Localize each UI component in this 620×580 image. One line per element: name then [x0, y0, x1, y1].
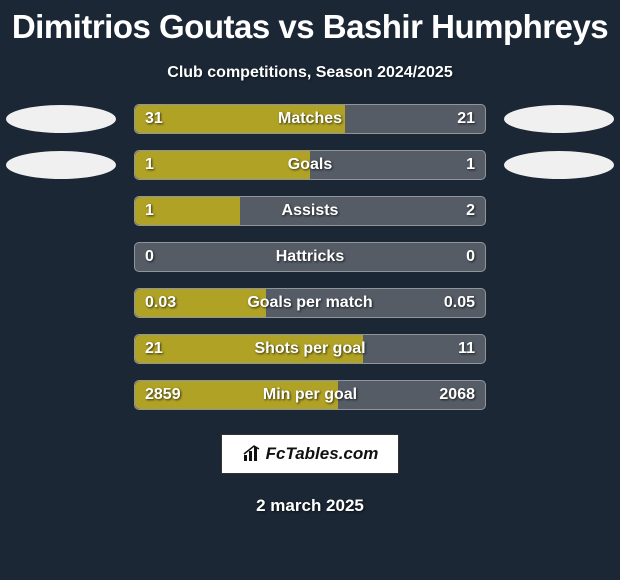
- stat-row: 2859Min per goal2068: [6, 378, 614, 412]
- stat-label: Shots per goal: [135, 335, 485, 363]
- stat-value-right: 1: [466, 151, 475, 179]
- subtitle: Club competitions, Season 2024/2025: [6, 64, 614, 82]
- player-photo-right: [504, 105, 614, 133]
- stat-bar: 0Hattricks0: [134, 242, 486, 272]
- stat-row: 1Goals1: [6, 148, 614, 182]
- stat-bar: 2859Min per goal2068: [134, 380, 486, 410]
- stat-row: 0Hattricks0: [6, 240, 614, 274]
- stat-value-right: 2: [466, 197, 475, 225]
- stat-value-right: 21: [457, 105, 475, 133]
- stat-label: Assists: [135, 197, 485, 225]
- stat-value-right: 11: [458, 335, 475, 363]
- logo-text: FcTables.com: [266, 444, 379, 464]
- stat-label: Goals: [135, 151, 485, 179]
- stat-label: Hattricks: [135, 243, 485, 271]
- chart-icon: [242, 445, 262, 463]
- stat-value-right: 0.05: [444, 289, 475, 317]
- stat-row: 1Assists2: [6, 194, 614, 228]
- player-photo-left: [6, 105, 116, 133]
- date-text: 2 march 2025: [6, 496, 614, 516]
- stat-bar: 31Matches21: [134, 104, 486, 134]
- stat-value-right: 0: [466, 243, 475, 271]
- stat-bar: 0.03Goals per match0.05: [134, 288, 486, 318]
- stat-bar: 1Assists2: [134, 196, 486, 226]
- infographic-root: Dimitrios Goutas vs Bashir Humphreys Clu…: [0, 0, 620, 580]
- stat-label: Min per goal: [135, 381, 485, 409]
- source-logo: FcTables.com: [221, 434, 399, 474]
- stat-value-right: 2068: [439, 381, 475, 409]
- player-photo-right: [504, 151, 614, 179]
- comparison-chart: 31Matches211Goals11Assists20Hattricks00.…: [6, 102, 614, 412]
- stat-bar: 21Shots per goal11: [134, 334, 486, 364]
- stat-label: Matches: [135, 105, 485, 133]
- stat-bar: 1Goals1: [134, 150, 486, 180]
- stat-row: 21Shots per goal11: [6, 332, 614, 366]
- stat-label: Goals per match: [135, 289, 485, 317]
- stat-row: 31Matches21: [6, 102, 614, 136]
- player-photo-left: [6, 151, 116, 179]
- page-title: Dimitrios Goutas vs Bashir Humphreys: [6, 8, 614, 46]
- stat-row: 0.03Goals per match0.05: [6, 286, 614, 320]
